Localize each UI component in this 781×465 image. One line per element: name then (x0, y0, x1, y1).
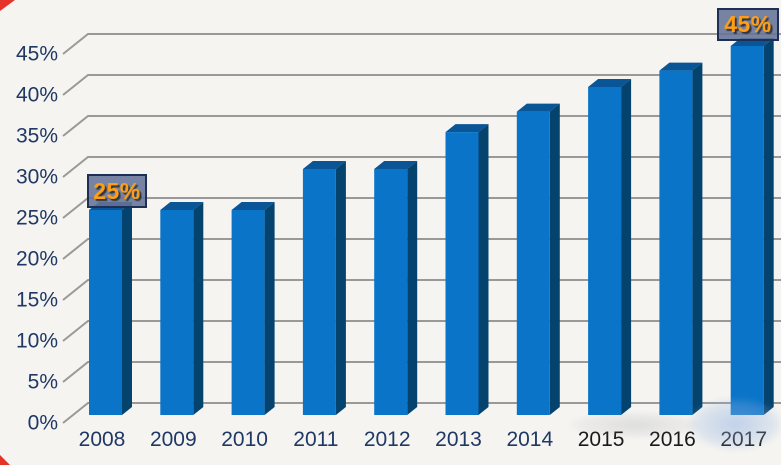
y-tick-label-0: 0% (27, 411, 58, 435)
bar-front-face[interactable] (302, 169, 336, 415)
x-axis-label-2017: 2017 (720, 428, 768, 451)
y-tick-label-15: 15% (15, 288, 58, 312)
x-axis-label-2011: 2011 (293, 428, 339, 451)
x-axis-label-2010: 2010 (221, 428, 268, 451)
bar-2014[interactable] (516, 103, 560, 415)
bar-front-face[interactable] (374, 169, 408, 415)
bar-2015[interactable] (588, 79, 632, 415)
y-tick-label-40: 40% (15, 83, 58, 107)
bar-top-face (445, 124, 489, 133)
y-tick-label-35: 35% (15, 124, 58, 148)
bar-side-face (407, 161, 418, 415)
callout-45-text: 45% (724, 11, 772, 37)
bar-side-face (621, 79, 632, 415)
bar-top-face (231, 202, 275, 210)
bar-front-face[interactable] (516, 111, 550, 415)
bar-top-face (659, 62, 703, 71)
x-axis-label-2014: 2014 (506, 428, 554, 451)
y-tick-label-30: 30% (15, 165, 58, 189)
callout-25-text: 25% (93, 177, 141, 204)
gridline (62, 74, 781, 96)
y-tick-label-45: 45% (15, 42, 58, 66)
data-label-callout-45: 45% (717, 8, 779, 41)
y-tick-label-5: 5% (27, 370, 58, 394)
bar-side-face (478, 124, 489, 415)
bar-top-face (516, 103, 560, 112)
y-tick-label-20: 20% (15, 247, 58, 271)
x-axis-label-2013: 2013 (435, 428, 482, 451)
x-axis-label-2009: 2009 (149, 428, 197, 451)
bar-2009[interactable] (160, 202, 204, 415)
x-axis-label-2008: 2008 (78, 428, 126, 451)
bar-side-face (335, 161, 346, 415)
bar-2011[interactable] (302, 161, 346, 415)
red-corner-mark (0, 455, 10, 465)
bar-top-face (160, 202, 204, 210)
bar-front-face[interactable] (445, 132, 479, 415)
bar-front-face[interactable] (89, 210, 122, 415)
red-corner-mark (0, 0, 15, 11)
x-axis-label-2015: 2015 (577, 428, 625, 451)
data-label-callout-25: 25% (87, 174, 147, 208)
bar-front-face[interactable] (588, 87, 622, 415)
y-tick-label-10: 10% (15, 329, 58, 353)
bar-2017[interactable] (730, 38, 774, 415)
bar-front-face[interactable] (730, 46, 764, 415)
bar-side-face (549, 103, 560, 415)
bar-side-face (763, 38, 774, 415)
bar-2008[interactable] (89, 202, 132, 415)
bar-2010[interactable] (231, 202, 275, 415)
gridline (62, 33, 781, 55)
bar-2012[interactable] (374, 161, 418, 415)
bar-side-face (692, 62, 703, 415)
bar-front-face[interactable] (659, 70, 693, 415)
x-axis-label-2012: 2012 (363, 428, 411, 451)
y-tick-label-25: 25% (15, 206, 58, 230)
bar-2016[interactable] (659, 62, 703, 415)
bar-front-face[interactable] (160, 210, 194, 415)
bar-side-face (122, 202, 132, 415)
bar-top-face (374, 161, 418, 169)
bar-side-face (193, 202, 204, 415)
bar-top-face (588, 79, 632, 87)
bar-top-face (302, 161, 346, 169)
x-axis-label-2016: 2016 (649, 428, 696, 451)
bar-2013[interactable] (445, 124, 489, 415)
bar-side-face (264, 202, 275, 415)
bar-front-face[interactable] (231, 210, 265, 415)
